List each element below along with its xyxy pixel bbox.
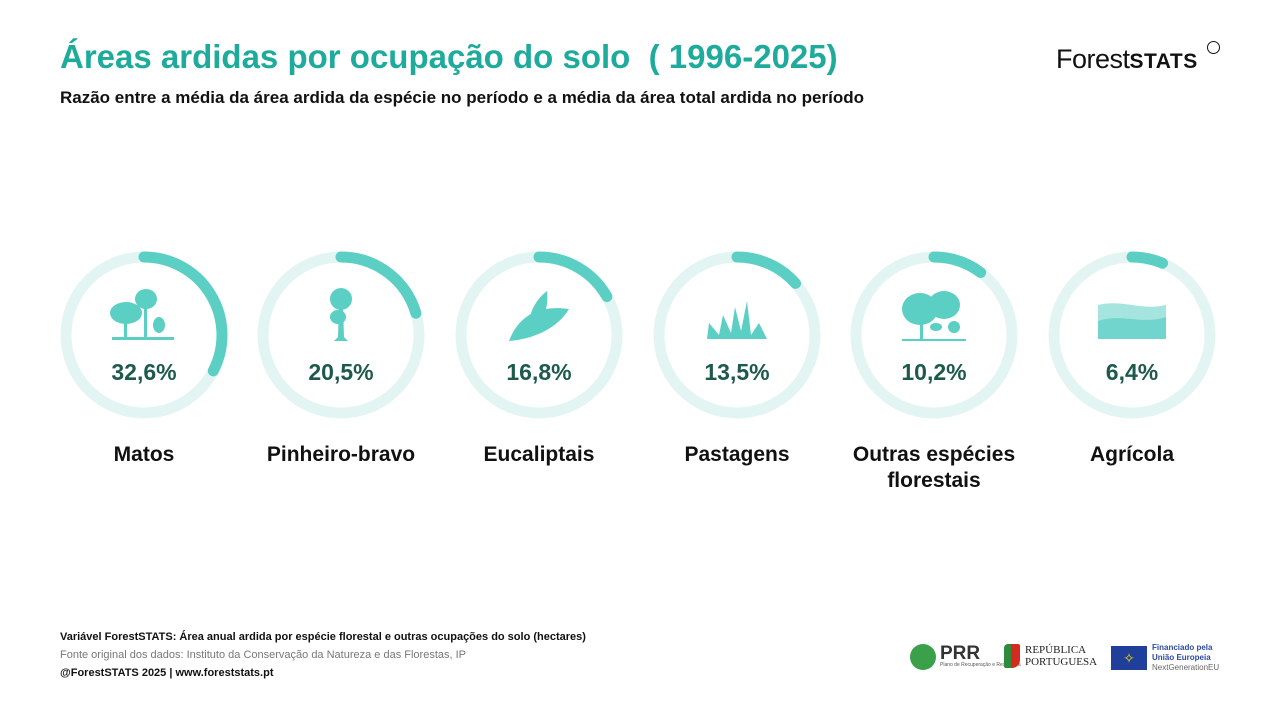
ring-group: 10,2% [850, 251, 1018, 419]
eu-text-3: NextGenerationEU [1152, 663, 1220, 672]
page-title: Áreas ardidas por ocupação do solo ( 199… [60, 38, 838, 75]
ring-value-arc [335, 251, 422, 319]
logo-mark-icon [1207, 41, 1220, 54]
eucalyptus-leaves-icon [509, 291, 569, 341]
radial-chart: 32,6% 20,5% 16,8% 13,5% 10,2% 6,4% [60, 251, 1216, 419]
ring-value-arc [533, 251, 613, 303]
logo-bold: STATS [1129, 50, 1198, 73]
foreststats-logo: ForestSTATS [1056, 44, 1198, 75]
prr-logo: PRR Plano de Recuperação e Resiliência [910, 644, 1021, 670]
value-label: 20,5% [308, 359, 373, 385]
eu-flag-icon: ✧ [1111, 646, 1147, 670]
ring-value-arc [138, 251, 228, 377]
eu-text-1: Financiado pela [1152, 643, 1213, 652]
eu-text-2: União Europeia [1152, 653, 1211, 662]
grass-wheat-icon [707, 301, 767, 339]
page-subtitle: Razão entre a média da área ardida da es… [60, 88, 864, 107]
category-label: Outras espécies florestais [852, 443, 1016, 492]
farmland-fields-icon [1098, 303, 1166, 339]
footer-variable: Variável ForestSTATS: Área anual ardida … [60, 631, 586, 643]
footer-credit: @ForestSTATS 2025 | www.foreststats.pt [60, 667, 274, 679]
republica-text: REPÚBLICA [1025, 644, 1087, 656]
value-label: 32,6% [111, 359, 176, 385]
republica-portuguesa-logo: REPÚBLICA PORTUGUESA [1004, 644, 1097, 668]
portugal-flag-icon [1004, 644, 1020, 668]
ring-group: 20,5% [257, 251, 425, 419]
prr-text: PRR [940, 643, 981, 664]
forest-trees-icon [902, 291, 966, 341]
ring-group: 6,4% [1048, 251, 1216, 419]
ring-group: 32,6% [60, 251, 228, 419]
ring-value-arc [731, 251, 802, 289]
value-label: 6,4% [1106, 359, 1158, 385]
ring-group: 13,5% [653, 251, 821, 419]
value-label: 16,8% [506, 359, 571, 385]
category-label: Pinheiro-bravo [266, 443, 416, 466]
category-label: Matos [113, 443, 175, 466]
value-label: 13,5% [704, 359, 769, 385]
value-label: 10,2% [901, 359, 966, 385]
category-label: Eucaliptais [483, 443, 595, 466]
portuguesa-text: PORTUGUESA [1025, 656, 1098, 668]
footer-source: Fonte original dos dados: Instituto da C… [60, 649, 467, 661]
pine-tree-icon [330, 288, 352, 341]
shrubland-trees-icon [110, 289, 174, 340]
prr-map-icon [910, 644, 936, 670]
ring-group: 16,8% [455, 251, 623, 419]
category-label: Agrícola [1089, 443, 1175, 466]
ring-track [850, 251, 1018, 419]
category-label: Pastagens [684, 443, 790, 466]
prr-subtext: Plano de Recuperação e Resiliência [940, 662, 1021, 668]
ring-value-arc [928, 251, 987, 278]
eu-logo: ✧ Financiado pela União Europeia NextGener… [1111, 643, 1219, 673]
ring-value-arc [1126, 251, 1169, 269]
logo-regular: Forest [1056, 44, 1130, 74]
